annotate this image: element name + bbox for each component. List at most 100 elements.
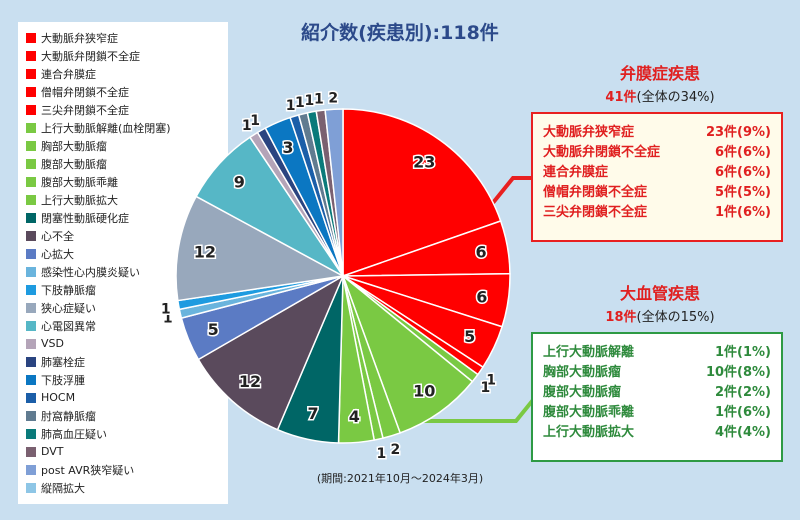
- pie-data-label: 23: [413, 153, 435, 172]
- legend-label: 下肢浮腫: [41, 373, 85, 387]
- pie-slice: [175, 195, 346, 302]
- period-note: (期間:2021年10月〜2024年3月): [316, 472, 484, 485]
- pie-data-label: 1: [377, 446, 387, 462]
- legend-swatch: [26, 446, 36, 457]
- aorta-group-share: (全体の15%): [636, 310, 715, 325]
- group-row: 僧帽弁閉鎖不全症 5件(5%): [543, 180, 771, 200]
- pie-data-label: 12: [194, 243, 216, 262]
- legend-label: HOCM: [41, 391, 76, 404]
- legend-label: VSD: [41, 337, 64, 350]
- legend-item: 縦隔拡大: [26, 479, 85, 496]
- group-row: 腹部大動脈瘤 2件(2%): [543, 380, 771, 400]
- pie-data-label: 4: [349, 407, 360, 426]
- legend-item: 僧帽弁閉鎖不全症: [26, 83, 129, 100]
- pie-data-label: 7: [308, 404, 319, 423]
- legend-swatch: [26, 284, 36, 295]
- group-row-value: 10件(8%): [705, 364, 771, 380]
- legend-swatch: [26, 122, 36, 133]
- group-row-value: 23件(9%): [705, 124, 771, 140]
- group-row-value: 6件(6%): [715, 144, 771, 160]
- group-row-label: 僧帽弁閉鎖不全症: [543, 184, 648, 200]
- group-row-label: 胸部大動脈瘤: [543, 364, 622, 380]
- legend-item: 心不全: [26, 227, 74, 244]
- legend-item: HOCM: [26, 389, 75, 406]
- legend-item: 心拡大: [26, 245, 74, 262]
- legend-swatch: [26, 86, 36, 97]
- valve-group-title: 弁膜症疾患: [619, 64, 700, 83]
- group-row-label: 腹部大動脈乖離: [543, 404, 635, 420]
- group-row-value: 4件(4%): [715, 424, 771, 440]
- legend-swatch: [26, 212, 36, 223]
- legend-swatch: [26, 194, 36, 205]
- legend-item: 連合弁膜症: [26, 65, 96, 82]
- legend-label: 肺高血圧疑い: [41, 427, 107, 441]
- legend-item: 心電図異常: [26, 317, 96, 334]
- legend-label: 心拡大: [41, 247, 74, 261]
- legend-label: 腹部大動脈乖離: [41, 175, 118, 189]
- group-row-label: 大動脈弁閉鎖不全症: [543, 144, 661, 160]
- chart-title: 紹介数(疾患別):118件: [301, 22, 499, 44]
- pie-data-label: 1: [481, 380, 491, 396]
- legend-item: 大動脈弁閉鎖不全症: [26, 47, 140, 64]
- group-row-label: 腹部大動脈瘤: [543, 384, 622, 400]
- legend-item: VSD: [26, 335, 64, 352]
- pie-slice: [341, 273, 474, 434]
- group-row: 大動脈弁狭窄症 23件(9%): [543, 120, 771, 140]
- legend-item: 下肢静脈瘤: [26, 281, 96, 298]
- legend-item: 上行大動脈解離(血栓閉塞): [26, 119, 171, 136]
- pie-data-label: 1: [242, 118, 252, 134]
- legend-label: DVT: [41, 445, 64, 458]
- legend-label: post AVR狭窄疑い: [41, 463, 135, 477]
- legend-swatch: [26, 320, 36, 331]
- legend-label: 閉塞性動脈硬化症: [41, 211, 129, 225]
- legend-item: post AVR狭窄疑い: [26, 461, 134, 478]
- valve-connector-line: [490, 176, 533, 206]
- group-row-value: 1件(6%): [715, 404, 771, 420]
- group-row: 上行大動脈拡大 4件(4%): [543, 420, 771, 440]
- aorta-group-box: 上行大動脈解離 1件(1%) 胸部大動脈瘤 10件(8%) 腹部大動脈瘤 2件(2%) 腹部…: [531, 332, 783, 462]
- legend-swatch: [26, 428, 36, 439]
- legend-swatch: [26, 410, 36, 421]
- legend-item: 肺高血圧疑い: [26, 425, 107, 442]
- legend-item: 狭心症疑い: [26, 299, 96, 316]
- group-row-value: 1件(1%): [715, 344, 771, 360]
- legend-swatch: [26, 104, 36, 115]
- legend-swatch: [26, 464, 36, 475]
- legend-item: 胸部大動脈瘤: [26, 137, 107, 154]
- legend-label: 肺塞栓症: [41, 355, 85, 369]
- legend-swatch: [26, 50, 36, 61]
- group-row-value: 5件(5%): [715, 184, 771, 200]
- legend-label: 僧帽弁閉鎖不全症: [41, 85, 129, 99]
- pie-data-label: 1: [161, 301, 171, 317]
- pie-data-label: 6: [476, 288, 487, 307]
- legend-label: 上行大動脈解離(血栓閉塞): [41, 121, 171, 135]
- legend-swatch: [26, 176, 36, 187]
- legend-swatch: [26, 482, 36, 493]
- legend-item: 感染性心内膜炎疑い: [26, 263, 140, 280]
- valve-group-count: 41件: [605, 90, 637, 105]
- legend-item: DVT: [26, 443, 64, 460]
- pie-data-label: 1: [250, 113, 260, 129]
- legend-item: 上行大動脈拡大: [26, 191, 118, 208]
- valve-group-share: (全体の34%): [636, 90, 715, 105]
- aorta-group-count: 18件: [605, 310, 637, 325]
- legend-swatch: [26, 302, 36, 313]
- legend-swatch: [26, 338, 36, 349]
- group-row-label: 三尖弁閉鎖不全症: [543, 204, 648, 220]
- legend-swatch: [26, 32, 36, 43]
- legend-swatch: [26, 158, 36, 169]
- legend-item: 腹部大動脈瘤: [26, 155, 107, 172]
- legend-swatch: [26, 356, 36, 367]
- pie-data-label: 1: [486, 372, 496, 388]
- group-row-value: 1件(6%): [715, 204, 771, 220]
- pie-slice: [197, 274, 345, 431]
- legend-label: 大動脈弁閉鎖不全症: [41, 49, 140, 63]
- legend-swatch: [26, 230, 36, 241]
- pie-data-label: 12: [239, 372, 261, 391]
- legend-label: 肘窩静脈瘤: [41, 409, 96, 423]
- pie-data-label: 5: [208, 320, 219, 339]
- aorta-connector-line: [410, 398, 535, 423]
- pie-data-label: 5: [464, 327, 475, 346]
- pie-data-label: 1: [163, 311, 173, 327]
- group-row-label: 連合弁膜症: [543, 164, 609, 180]
